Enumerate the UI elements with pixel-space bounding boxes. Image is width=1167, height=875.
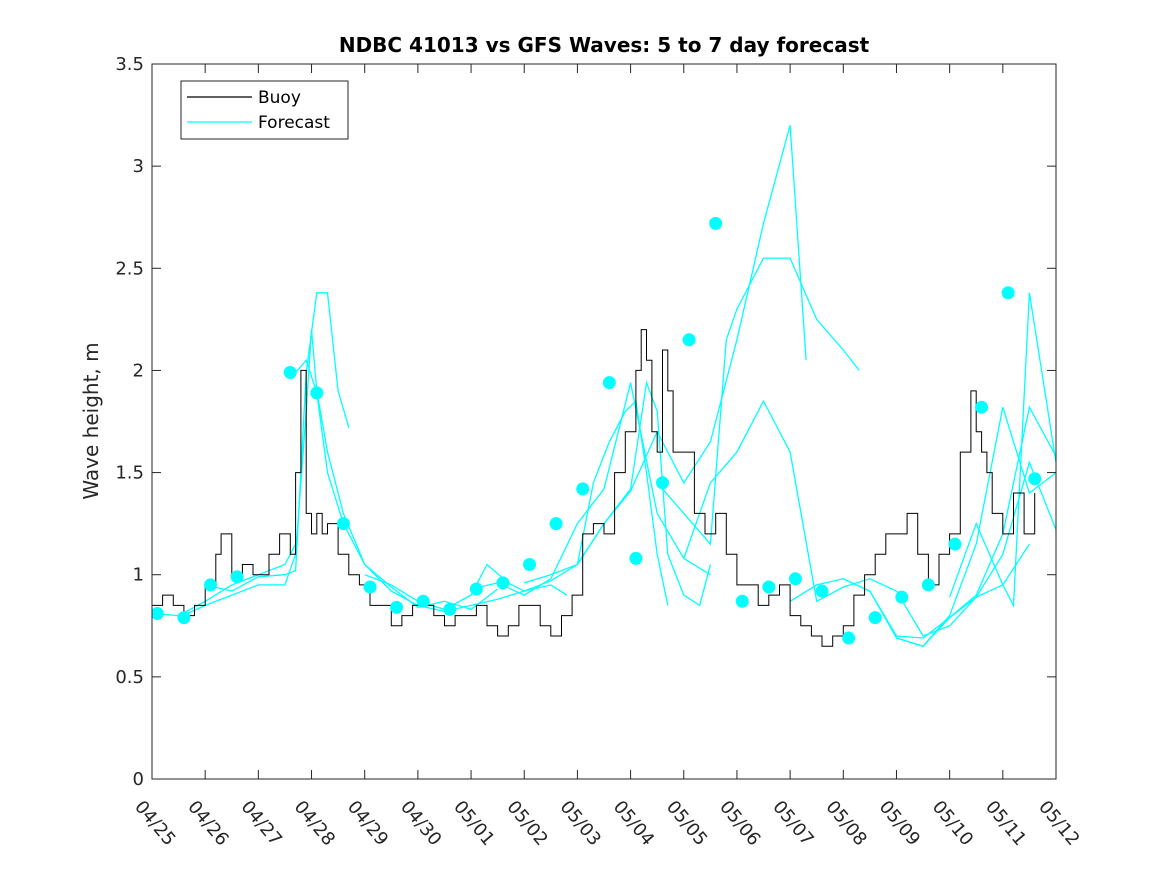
x-tick-label: 05/11 — [981, 797, 1030, 850]
x-tick-label: 04/28 — [290, 797, 339, 850]
forecast-line — [789, 460, 1056, 639]
forecast-marker — [709, 216, 723, 230]
x-tick-label: 05/07 — [768, 797, 817, 850]
forecast-line — [656, 257, 860, 546]
forecast-line — [948, 292, 1056, 608]
forecast-line — [683, 399, 1030, 637]
forecast-line — [576, 125, 807, 565]
x-tick-label: 05/02 — [502, 797, 551, 850]
forecast-marker — [230, 570, 244, 584]
forecast-marker — [975, 400, 989, 414]
forecast-marker — [895, 590, 909, 604]
y-tick-label: 0.5 — [115, 667, 144, 688]
legend-label-buoy: Buoy — [258, 88, 301, 108]
forecast-marker — [921, 578, 935, 592]
forecast-marker — [1028, 472, 1042, 486]
y-axis: 0 0.5 1 1.5 2 2.5 3 3.5 — [115, 54, 1056, 790]
forecast-marker — [177, 611, 191, 625]
plot-area — [152, 125, 1056, 647]
forecast-line — [524, 380, 712, 607]
forecast-marker — [310, 386, 324, 400]
forecast-marker — [655, 476, 669, 490]
forecast-marker — [682, 333, 696, 347]
y-tick-label: 1 — [133, 565, 144, 586]
forecast-marker — [948, 537, 962, 551]
series-group — [152, 125, 1056, 647]
chart-title: NDBC 41013 vs GFS Waves: 5 to 7 day fore… — [339, 33, 870, 57]
y-tick-label: 0 — [133, 769, 144, 790]
forecast-line — [470, 382, 711, 596]
x-tick-label: 04/27 — [237, 797, 286, 850]
x-tick-label: 04/26 — [183, 797, 232, 850]
forecast-marker — [152, 607, 164, 621]
forecast-marker — [629, 551, 643, 565]
y-axis-label: Wave height, m — [79, 342, 103, 499]
buoy-line — [152, 329, 1036, 647]
y-tick-label: 3.5 — [115, 54, 144, 75]
forecast-marker — [203, 578, 217, 592]
x-tick-label: 05/05 — [662, 797, 711, 850]
x-tick-label: 04/25 — [130, 797, 179, 850]
y-tick-label: 2 — [133, 360, 144, 381]
forecast-line — [364, 399, 669, 611]
forecast-line — [205, 292, 350, 592]
forecast-marker — [496, 576, 510, 590]
x-tick-label: 04/30 — [396, 797, 445, 850]
x-tick-label: 05/09 — [875, 797, 924, 850]
legend: Buoy Forecast — [180, 80, 349, 140]
forecast-marker — [788, 572, 802, 586]
forecast-marker — [443, 602, 457, 616]
x-tick-label: 04/29 — [343, 797, 392, 850]
x-tick-label: 05/03 — [556, 797, 605, 850]
forecast-marker — [868, 611, 882, 625]
x-tick-label: 05/01 — [449, 797, 498, 850]
forecast-marker — [815, 584, 829, 598]
forecast-marker — [549, 517, 563, 531]
x-tick-label: 05/06 — [715, 797, 764, 850]
forecast-marker — [1001, 286, 1015, 300]
forecast-marker — [762, 580, 776, 594]
y-tick-label: 2.5 — [115, 258, 144, 279]
forecast-marker — [336, 517, 350, 531]
plot-frame — [151, 63, 1057, 780]
forecast-marker — [416, 594, 430, 608]
forecast-line — [896, 407, 1056, 647]
y-tick-label: 3 — [133, 156, 144, 177]
forecast-line — [178, 329, 568, 619]
forecast-marker — [523, 558, 537, 571]
forecast-marker — [842, 631, 856, 645]
forecast-marker — [390, 600, 404, 614]
forecast-marker — [363, 580, 377, 594]
x-tick-label: 05/10 — [928, 797, 977, 850]
forecast-marker — [283, 365, 297, 379]
x-tick-label: 05/12 — [1034, 797, 1083, 850]
forecast-marker — [735, 594, 749, 608]
legend-label-forecast: Forecast — [258, 113, 330, 133]
x-tick-label: 05/04 — [609, 797, 658, 850]
x-axis: 04/25 04/26 04/27 04/28 04/29 04/30 05/01 05/02… — [130, 64, 1084, 850]
forecast-line — [843, 405, 1056, 647]
forecast-marker — [602, 376, 616, 390]
y-tick-label: 1.5 — [115, 463, 144, 484]
legend-box — [180, 80, 349, 140]
forecast-line — [295, 358, 498, 611]
forecast-marker — [576, 482, 590, 496]
forecast-marker — [469, 582, 483, 596]
x-tick-label: 05/08 — [821, 797, 870, 850]
